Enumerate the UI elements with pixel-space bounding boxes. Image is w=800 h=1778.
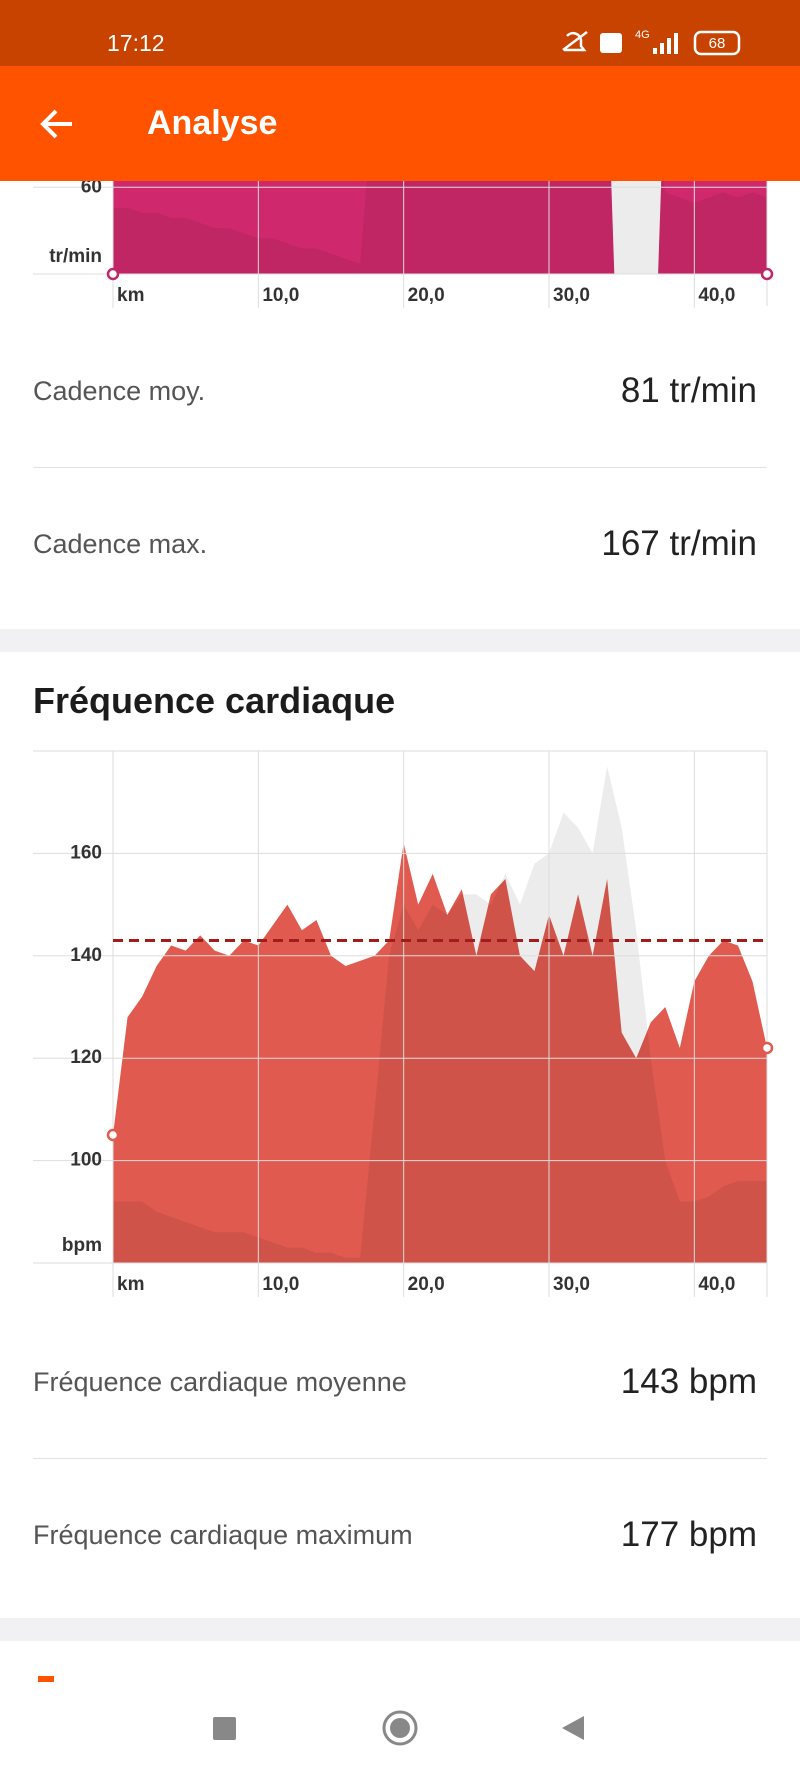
section-icon [38, 1676, 54, 1682]
recents-button[interactable] [213, 1717, 236, 1740]
unit-label: tr/min [49, 246, 102, 267]
divider [33, 467, 767, 468]
endpoint-marker [106, 267, 120, 281]
stat-row: Fréquence cardiaque moyenne 143 bpm [33, 1352, 757, 1412]
stat-label: Cadence max. [33, 528, 208, 559]
stat-label: Cadence moy. [33, 375, 206, 406]
x-tick-label: 30,0 [553, 1274, 590, 1295]
back-nav-button[interactable] [562, 1716, 584, 1740]
stat-value: 81 [620, 371, 660, 410]
y-tick-label: 100 [70, 1150, 102, 1171]
y-tick-label: 140 [70, 945, 102, 966]
endpoint-marker [760, 267, 774, 281]
section-title: Fréquence cardiaque [33, 680, 396, 721]
x-tick-label: 20,0 [408, 1274, 445, 1295]
endpoint-marker [760, 1041, 774, 1055]
stat-unit: bpm [688, 1362, 757, 1401]
x-tick-label: 20,0 [408, 285, 445, 306]
y-tick-label: 120 [70, 1047, 102, 1068]
home-button[interactable] [382, 1710, 418, 1746]
x-tick-label: 10,0 [262, 285, 299, 306]
section-separator [0, 629, 800, 652]
area [113, 843, 767, 1263]
x-tick-label: 40,0 [698, 1274, 735, 1295]
stat-value: 167 [601, 524, 660, 563]
back-button[interactable] [38, 106, 78, 142]
stat-label: Fréquence cardiaque maximum [33, 1519, 413, 1550]
stat-label: Fréquence cardiaque moyenne [33, 1366, 407, 1397]
time: 17:12 [107, 30, 165, 56]
stat-row: Cadence moy. 81 tr/min [33, 361, 757, 421]
stat-row: Cadence max. 167 tr/min [33, 514, 757, 574]
divider [33, 1458, 767, 1459]
stat-unit: bpm [688, 1515, 757, 1554]
section-separator [0, 1618, 800, 1641]
status-icons: 4G 68 [562, 29, 741, 56]
x-tick-label: 30,0 [553, 285, 590, 306]
app-bar: Analyse [0, 66, 800, 181]
x-tick-label: km [117, 285, 144, 306]
plot-area [113, 766, 767, 1263]
stat-row: Fréquence cardiaque maximum 177 bpm [33, 1505, 757, 1565]
network: 4G [635, 29, 650, 41]
x-tick-label: km [117, 1274, 144, 1295]
y-tick-label: 160 [70, 842, 102, 863]
endpoint-marker [106, 1128, 120, 1142]
unit-label: bpm [62, 1235, 102, 1256]
stat-unit: tr/min [669, 371, 758, 410]
status-bar: 17:12 4G 68 [0, 0, 800, 66]
stat-unit: tr/min [669, 524, 758, 563]
nav-icons [213, 1710, 584, 1746]
battery: 68 [709, 35, 726, 52]
stat-value: 143 [620, 1362, 680, 1401]
y-tick-label: 60 [81, 176, 102, 197]
stat-value: 177 [620, 1515, 680, 1554]
x-tick-label: 40,0 [698, 285, 735, 306]
app-title: Analyse [147, 104, 278, 142]
x-tick-label: 10,0 [262, 1274, 299, 1295]
nav-bar [0, 1688, 800, 1778]
